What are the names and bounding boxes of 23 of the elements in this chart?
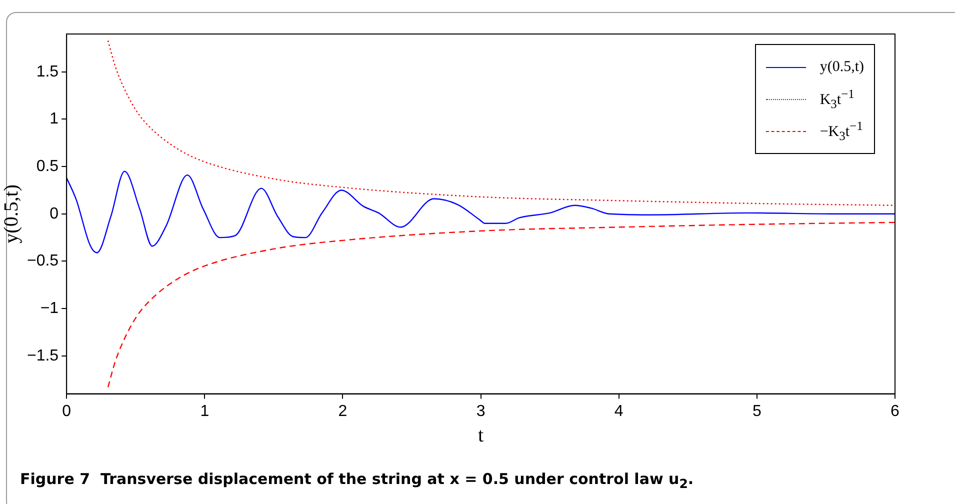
x-tick-label: 5 [752, 402, 762, 420]
line-series [66, 170, 895, 254]
y-axis-title: y(0.5,t) [0, 184, 22, 244]
x-tick-label: 6 [890, 402, 900, 420]
line-series [107, 40, 895, 206]
y-tick-label: 0 [50, 205, 59, 222]
y-tick-label: 0.5 [36, 158, 59, 175]
caption: Figure 7 Transverse displacement of the string at x = 0.5 under control law u$_{2}$. [20, 470, 694, 491]
y-tick-label: −1 [40, 300, 59, 317]
x-tick-label: 3 [476, 402, 486, 420]
x-tick-label: 2 [338, 402, 348, 420]
y-tick-label: −1.5 [26, 347, 59, 364]
y-tick-label: −0.5 [26, 252, 59, 270]
x-tick-label: 0 [62, 402, 72, 420]
x-axis-title: t [478, 424, 484, 446]
x-tick-label: 4 [614, 402, 624, 420]
x-tick-label: 1 [200, 402, 210, 420]
legend-label: y(0.5,t) [820, 58, 864, 76]
legend-label: −K$_{3}$t$^{−1}$ [820, 118, 863, 144]
line-series [107, 222, 895, 388]
y-tick-label: 1 [50, 110, 59, 128]
y-tick-label: 1.5 [36, 63, 59, 80]
legend-label: K$_{3}$t$^{−1}$ [820, 86, 854, 112]
